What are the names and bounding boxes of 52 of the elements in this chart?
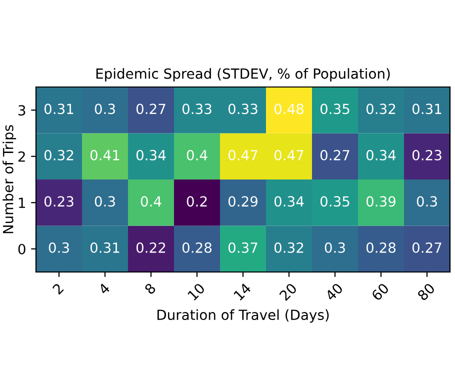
data-label: 0.34 — [274, 196, 304, 207]
data-label: 0.48 — [274, 104, 304, 114]
x-tick-label: 20 — [278, 282, 298, 302]
data-label: 0.31 — [90, 242, 120, 253]
data-label: 0.27 — [136, 104, 166, 114]
data-label: 0.34 — [136, 150, 166, 160]
data-label: 0.3 — [324, 242, 345, 253]
data-label: 0.3 — [48, 242, 69, 253]
y-tick-label: 2 — [18, 151, 25, 162]
data-label: 0.22 — [136, 242, 166, 253]
x-tick-label: 8 — [144, 282, 156, 295]
data-label: 0.4 — [186, 150, 208, 160]
data-label: 0.35 — [320, 196, 350, 207]
data-label: 0.23 — [412, 150, 442, 160]
data-label: 0.34 — [366, 150, 396, 160]
data-label: 0.27 — [320, 150, 350, 160]
data-label: 0.4 — [140, 196, 162, 207]
y-tick-label: 3 — [18, 105, 26, 116]
data-label: 0.3 — [94, 104, 115, 114]
data-label: 0.47 — [274, 150, 304, 160]
x-tick-label: 2 — [52, 282, 64, 295]
x-tick-label: 80 — [416, 282, 436, 302]
data-label: 0.29 — [228, 196, 258, 207]
data-label: 0.3 — [416, 196, 437, 207]
data-label: 0.31 — [412, 104, 442, 114]
x-axis-title: Duration of Travel (Days) — [158, 309, 329, 323]
x-tick-label: 60 — [370, 282, 390, 302]
y-axis-title: Number of Trips — [2, 125, 16, 234]
data-label: 0.23 — [44, 196, 74, 207]
data-label: 0.33 — [228, 104, 258, 114]
data-label: 0.47 — [228, 150, 258, 160]
x-tick-label: 10 — [187, 282, 206, 301]
data-label: 0.2 — [186, 196, 207, 207]
data-label: 0.37 — [228, 242, 258, 253]
x-tick-label: 40 — [324, 282, 344, 302]
data-label: 0.31 — [44, 104, 74, 114]
data-label: 0.32 — [274, 242, 304, 253]
data-label: 0.39 — [366, 196, 396, 207]
data-label: 0.27 — [412, 242, 442, 253]
chart-title: Epidemic Spread (STDEV, % of Population) — [96, 68, 390, 82]
data-label: 0.28 — [182, 242, 212, 253]
data-label: 0.33 — [182, 104, 212, 114]
data-label: 0.32 — [366, 104, 396, 114]
data-label: 0.28 — [366, 242, 396, 253]
data-label: 0.35 — [320, 104, 350, 114]
y-tick-label: 1 — [18, 198, 25, 208]
data-label: 0.41 — [90, 150, 120, 160]
data-label: 0.3 — [94, 196, 115, 207]
y-tick-label: 0 — [18, 244, 26, 254]
x-tick-label: 4 — [98, 282, 110, 295]
x-tick-label: 14 — [233, 282, 252, 301]
data-label: 0.32 — [44, 150, 74, 160]
